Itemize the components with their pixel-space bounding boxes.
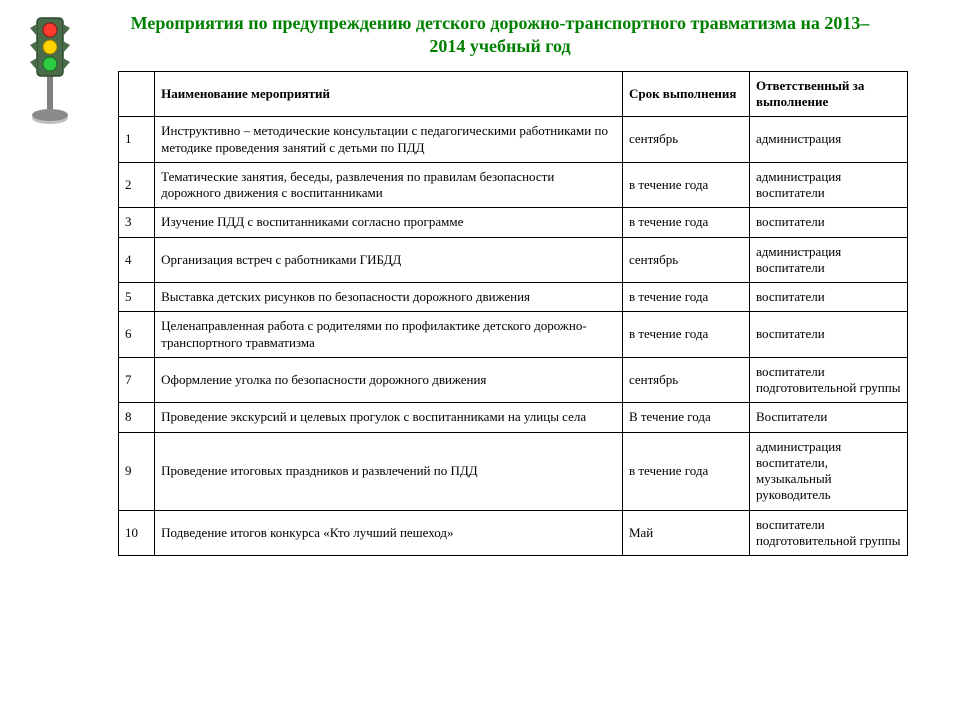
table-row: 4Организация встреч с работниками ГИБДДс… — [119, 237, 908, 283]
table-row: 9Проведение итоговых праздников и развле… — [119, 432, 908, 510]
cell-name: Тематические занятия, беседы, развлечени… — [155, 162, 623, 208]
cell-name: Проведение экскурсий и целевых прогулок … — [155, 403, 623, 432]
cell-term: в течение года — [622, 312, 749, 358]
cell-resp: воспитатели — [749, 208, 907, 237]
cell-name: Целенаправленная работа с родителями по … — [155, 312, 623, 358]
cell-term: в течение года — [622, 162, 749, 208]
cell-resp: воспитатели — [749, 283, 907, 312]
cell-num: 10 — [119, 510, 155, 556]
cell-num: 3 — [119, 208, 155, 237]
table-row: 2Тематические занятия, беседы, развлечен… — [119, 162, 908, 208]
activities-table: Наименование мероприятий Срок выполнения… — [118, 71, 908, 556]
traffic-light-icon — [20, 10, 80, 135]
table-row: 6Целенаправленная работа с родителями по… — [119, 312, 908, 358]
col-header-resp: Ответственный за выполнение — [749, 71, 907, 117]
cell-num: 4 — [119, 237, 155, 283]
cell-term: сентябрь — [622, 237, 749, 283]
cell-term: в течение года — [622, 208, 749, 237]
cell-term: сентябрь — [622, 357, 749, 403]
cell-num: 2 — [119, 162, 155, 208]
cell-name: Инструктивно – методические консультации… — [155, 117, 623, 163]
cell-resp: воспитатели подготовительной группы — [749, 510, 907, 556]
cell-resp: воспитатели подготовительной группы — [749, 357, 907, 403]
table-row: 7Оформление уголка по безопасности дорож… — [119, 357, 908, 403]
col-header-name: Наименование мероприятий — [155, 71, 623, 117]
cell-resp: администрация воспитатели, музыкальный р… — [749, 432, 907, 510]
cell-name: Изучение ПДД с воспитанниками согласно п… — [155, 208, 623, 237]
table-header-row: Наименование мероприятий Срок выполнения… — [119, 71, 908, 117]
cell-num: 5 — [119, 283, 155, 312]
table-row: 1Инструктивно – методические консультаци… — [119, 117, 908, 163]
cell-resp: воспитатели — [749, 312, 907, 358]
col-header-num — [119, 71, 155, 117]
cell-resp: администрация — [749, 117, 907, 163]
cell-term: в течение года — [622, 283, 749, 312]
cell-num: 6 — [119, 312, 155, 358]
table-row: 3Изучение ПДД с воспитанниками согласно … — [119, 208, 908, 237]
col-header-term: Срок выполнения — [622, 71, 749, 117]
cell-name: Проведение итоговых праздников и развлеч… — [155, 432, 623, 510]
cell-resp: Воспитатели — [749, 403, 907, 432]
cell-name: Выставка детских рисунков по безопасност… — [155, 283, 623, 312]
page-title: Мероприятия по предупреждению детского д… — [0, 0, 960, 65]
cell-num: 8 — [119, 403, 155, 432]
cell-num: 1 — [119, 117, 155, 163]
cell-resp: администрация воспитатели — [749, 237, 907, 283]
table-row: 5Выставка детских рисунков по безопаснос… — [119, 283, 908, 312]
cell-term: Май — [622, 510, 749, 556]
cell-resp: администрация воспитатели — [749, 162, 907, 208]
cell-term: в течение года — [622, 432, 749, 510]
table-row: 10Подведение итогов конкурса «Кто лучший… — [119, 510, 908, 556]
table-row: 8Проведение экскурсий и целевых прогулок… — [119, 403, 908, 432]
cell-term: В течение года — [622, 403, 749, 432]
cell-name: Оформление уголка по безопасности дорожн… — [155, 357, 623, 403]
cell-name: Организация встреч с работниками ГИБДД — [155, 237, 623, 283]
cell-num: 7 — [119, 357, 155, 403]
cell-term: сентябрь — [622, 117, 749, 163]
cell-name: Подведение итогов конкурса «Кто лучший п… — [155, 510, 623, 556]
cell-num: 9 — [119, 432, 155, 510]
